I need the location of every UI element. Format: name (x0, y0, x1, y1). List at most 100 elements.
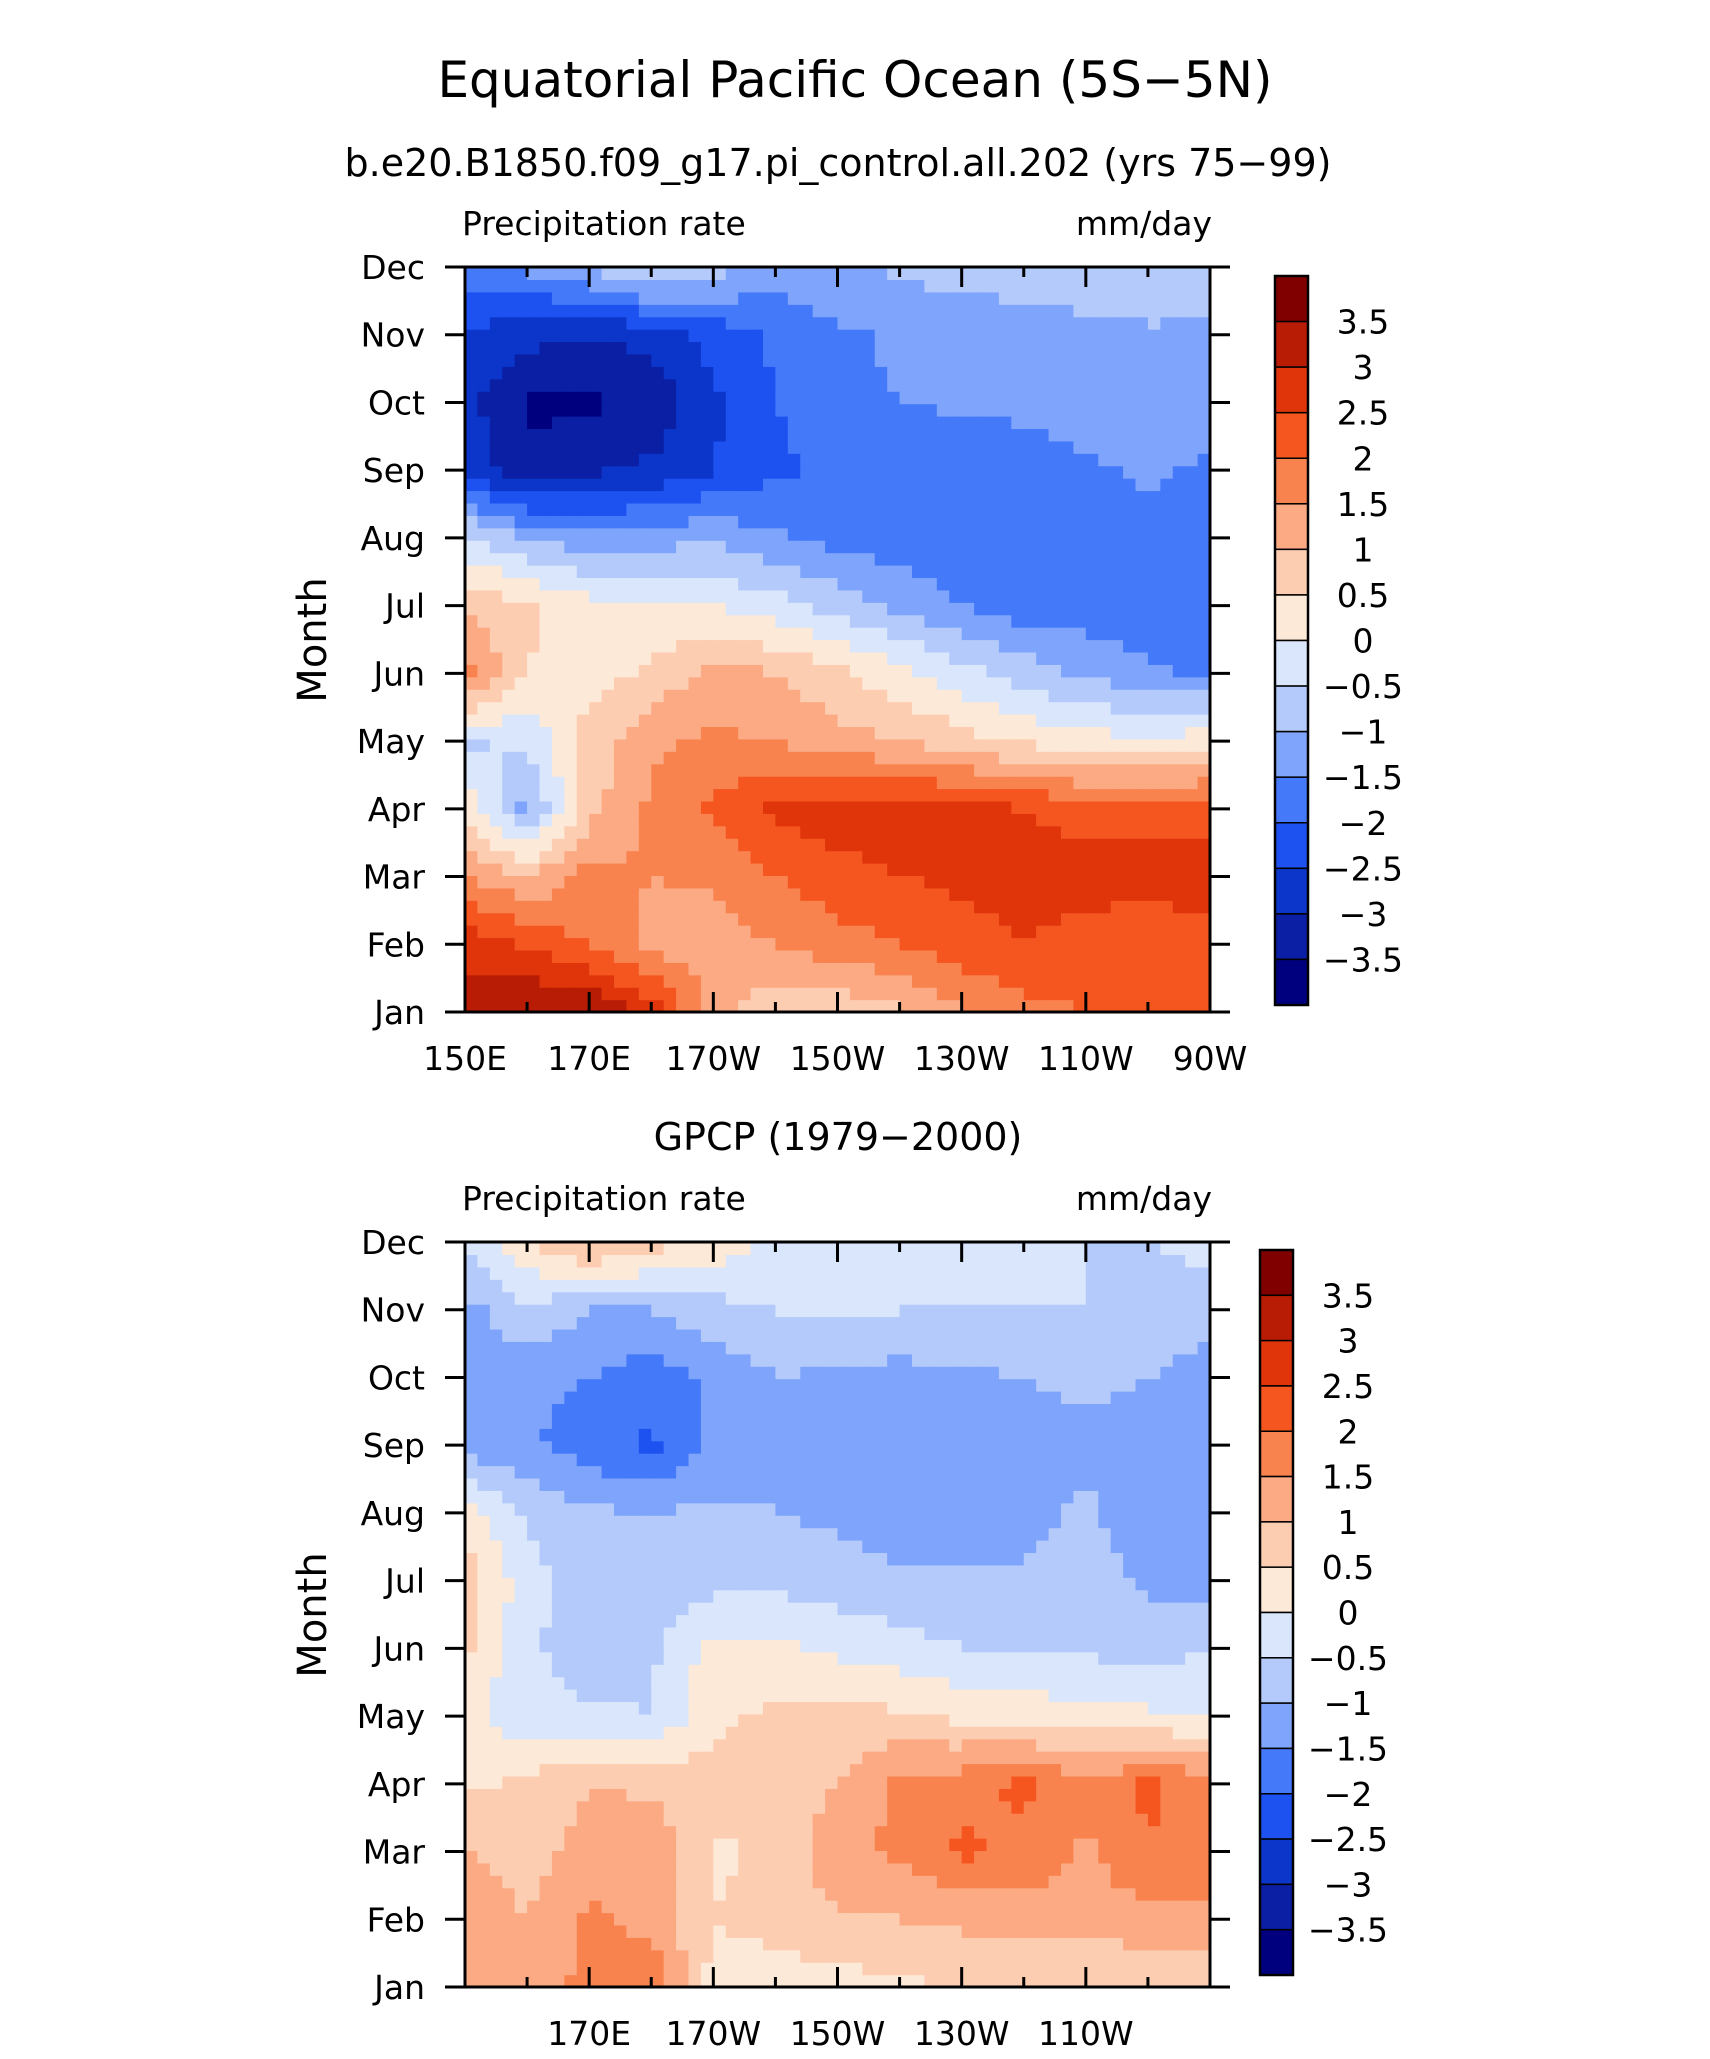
heat-cell (676, 1949, 690, 1963)
heat-cell (576, 1825, 590, 1839)
heat-cell (1073, 1726, 1087, 1740)
heat-cell (1036, 1738, 1050, 1752)
heat-cell (601, 1887, 615, 1901)
heat-cell (924, 304, 938, 318)
heat-cell (961, 1825, 975, 1839)
heat-cell (700, 1949, 714, 1963)
heat-cell (477, 316, 491, 330)
heat-cell (949, 1924, 963, 1938)
heat-cell (775, 627, 789, 641)
heat-cell (800, 887, 814, 901)
heat-cell (825, 962, 839, 976)
heat-cell (998, 267, 1012, 281)
heat-cell (738, 1949, 752, 1963)
heat-cell (527, 329, 541, 343)
heat-cell (564, 1900, 578, 1914)
heat-cell (825, 391, 839, 405)
heat-cell (986, 639, 1000, 653)
colorbar-box (1274, 730, 1309, 778)
heat-cell (527, 714, 541, 728)
heat-cell (1036, 850, 1050, 864)
heat-cell (564, 577, 578, 591)
heat-cell (1085, 403, 1099, 417)
heat-cell (1197, 863, 1211, 877)
heat-cell (1172, 1738, 1186, 1752)
heat-cell (998, 304, 1012, 318)
heat-cell (700, 1974, 714, 1988)
heat-cell (551, 1862, 565, 1876)
heat-cell (924, 1825, 938, 1839)
heat-cell (502, 291, 516, 305)
heat-cell (688, 602, 702, 616)
heat-cell (725, 502, 739, 516)
heat-cell (825, 776, 839, 790)
heat-cell (849, 664, 863, 678)
heat-cell (1123, 689, 1137, 703)
heat-cell (974, 689, 988, 703)
heat-cell (899, 1800, 913, 1814)
heat-cell (576, 999, 590, 1013)
heat-cell (1123, 502, 1137, 516)
heat-cell (1098, 999, 1112, 1013)
heat-cell (887, 887, 901, 901)
heat-cell (936, 925, 950, 939)
heat-cell (551, 453, 565, 467)
heat-cell (849, 962, 863, 976)
heat-cell (1147, 1726, 1161, 1740)
heat-cell (1147, 465, 1161, 479)
heat-cell (1172, 800, 1186, 814)
y-tick-label: Nov (361, 316, 425, 355)
heat-cell (986, 813, 1000, 827)
heat-cell (1098, 1875, 1112, 1889)
heat-cell (874, 863, 888, 877)
heat-cell (775, 987, 789, 1001)
heat-cell (899, 453, 913, 467)
heat-cell (1061, 738, 1075, 752)
heat-cell (800, 949, 814, 963)
heat-cell (974, 825, 988, 839)
heat-cell (974, 366, 988, 380)
heat-cell (986, 502, 1000, 516)
heat-cell (1123, 329, 1137, 343)
heat-cell (899, 602, 913, 616)
heat-cell (700, 1726, 714, 1740)
heat-cell (1123, 887, 1137, 901)
heat-cell (812, 1974, 826, 1988)
heat-cell (961, 1937, 975, 1951)
heat-cell (874, 1763, 888, 1777)
heat-cell (862, 1937, 876, 1951)
heat-cell (849, 900, 863, 914)
heat-cell (837, 403, 851, 417)
heat-cell (912, 875, 926, 889)
x-tick-label: 170W (666, 1039, 762, 1078)
heat-cell (465, 999, 479, 1013)
heat-cell (725, 639, 739, 653)
heat-cell (489, 1875, 503, 1889)
heat-cell (738, 1788, 752, 1802)
heat-cell (998, 316, 1012, 330)
heat-cell (924, 1763, 938, 1777)
heat-cell (1073, 788, 1087, 802)
heat-cell (539, 738, 553, 752)
heat-cell (1160, 1900, 1174, 1914)
heat-cell (763, 974, 777, 988)
heat-cell (887, 391, 901, 405)
heat-cell (1036, 726, 1050, 740)
heat-cell (626, 987, 640, 1001)
heat-cell (775, 676, 789, 690)
heat-cell (849, 1838, 863, 1852)
heat-cell (812, 701, 826, 715)
heat-cell (514, 614, 528, 628)
heat-cell (601, 627, 615, 641)
heat-cell (651, 540, 665, 554)
heat-cell (775, 478, 789, 492)
heat-cell (862, 962, 876, 976)
heat-cell (800, 490, 814, 504)
heat-cell (1036, 763, 1050, 777)
heat-cell (663, 316, 677, 330)
heat-cell (775, 664, 789, 678)
heat-cell (713, 440, 727, 454)
heat-cell (551, 714, 565, 728)
heat-cell (1197, 515, 1211, 529)
heat-cell (1061, 527, 1075, 541)
